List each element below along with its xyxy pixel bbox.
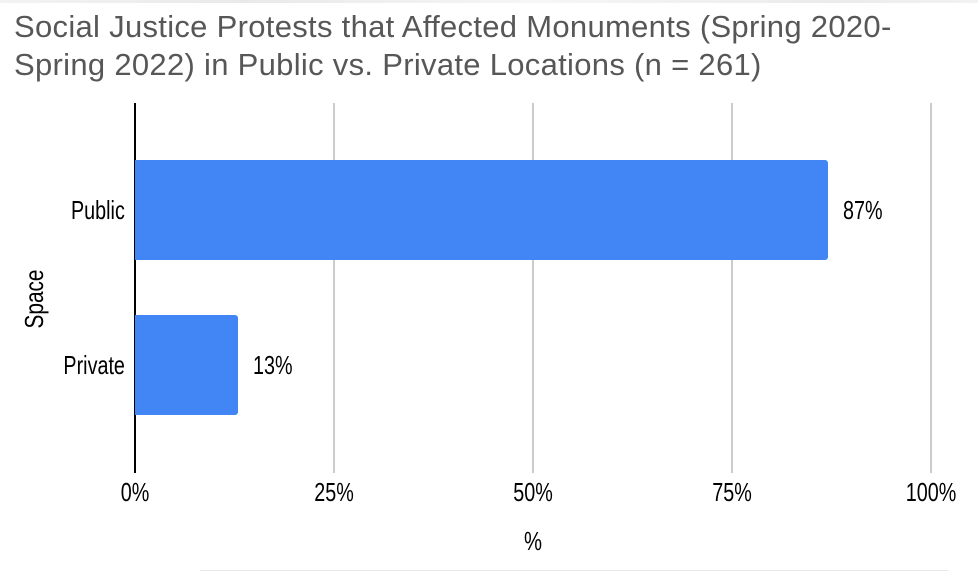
y-axis-line — [134, 103, 136, 473]
value-label-text: 87% — [842, 195, 883, 225]
gridline-50 — [532, 103, 534, 473]
x-tick-label-75: 75% — [706, 479, 758, 505]
value-label-public: 87% — [843, 197, 895, 223]
x-tick-label-text: 50% — [513, 477, 553, 507]
x-tick-label-text: 75% — [712, 477, 752, 507]
x-tick-label-50: 50% — [507, 479, 559, 505]
x-tick-label-text: 100% — [905, 477, 957, 507]
value-label-text: 13% — [253, 350, 294, 380]
x-axis-title: % — [521, 528, 544, 554]
chart-title-line-1: Social Justice Protests that Affected Mo… — [14, 9, 892, 44]
category-label-public: Public — [54, 197, 125, 223]
gridline-25 — [333, 103, 335, 473]
gridline-75 — [731, 103, 733, 473]
x-tick-label-25: 25% — [308, 479, 360, 505]
x-tick-label-0: 0% — [116, 479, 154, 505]
x-axis-title-text: % — [523, 526, 543, 556]
x-tick-label-text: 0% — [120, 477, 150, 507]
gridline-100 — [930, 103, 932, 473]
value-label-private: 13% — [253, 352, 305, 378]
chart-title: Social Justice Protests that Affected Mo… — [14, 8, 964, 84]
category-label-text: Private — [63, 350, 125, 380]
category-label-private: Private — [44, 352, 125, 378]
bar-private — [135, 315, 239, 415]
top-edge-artifact — [0, 0, 978, 3]
chart-title-line-2: Spring 2022) in Public vs. Private Locat… — [14, 47, 762, 82]
bar-public — [135, 160, 828, 260]
bottom-edge-artifact — [200, 570, 948, 571]
category-label-text: Public — [71, 195, 125, 225]
x-tick-label-100: 100% — [898, 479, 965, 505]
x-tick-label-text: 25% — [314, 477, 354, 507]
